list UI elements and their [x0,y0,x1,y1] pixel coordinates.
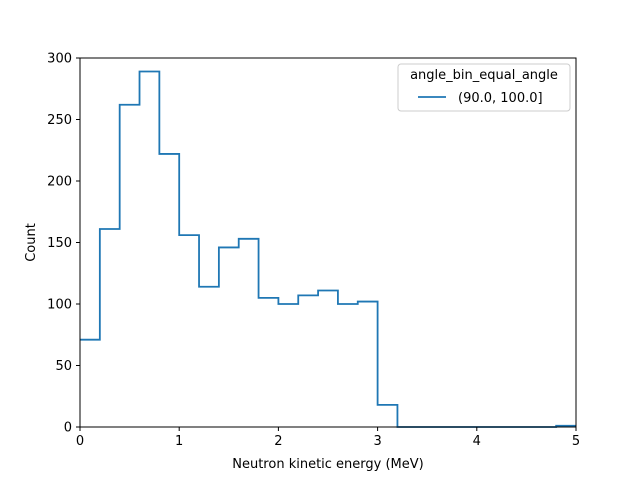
y-axis-label: Count [24,223,39,262]
legend-title: angle_bin_equal_angle [410,68,558,83]
x-axis-label: Neutron kinetic energy (MeV) [232,457,424,472]
x-tick-label: 2 [274,434,282,449]
legend: angle_bin_equal_angle (90.0, 100.0] [397,63,571,112]
x-tick-label: 4 [473,434,481,449]
y-tick-label: 100 [47,298,72,313]
x-tick-label: 5 [572,434,580,449]
y-tick-label: 250 [47,113,72,128]
y-tick-label: 300 [47,52,72,67]
x-tick-label: 1 [175,434,183,449]
series-step-line-0 [80,70,576,428]
x-tick-label: 3 [373,434,381,449]
x-tick-label: 0 [76,434,84,449]
y-axis: 0 50 100 150 200 250 300 [47,52,80,436]
legend-box [397,63,571,112]
y-tick-label: 150 [47,236,72,251]
y-tick-label: 50 [55,359,72,374]
plot-frame [79,57,577,428]
y-tick-label: 200 [47,175,72,190]
legend-entry: (90.0, 100.0] [458,91,543,106]
y-tick-label: 0 [64,421,72,436]
series-steps [80,70,576,428]
x-axis: 0 1 2 3 4 5 [76,427,580,449]
